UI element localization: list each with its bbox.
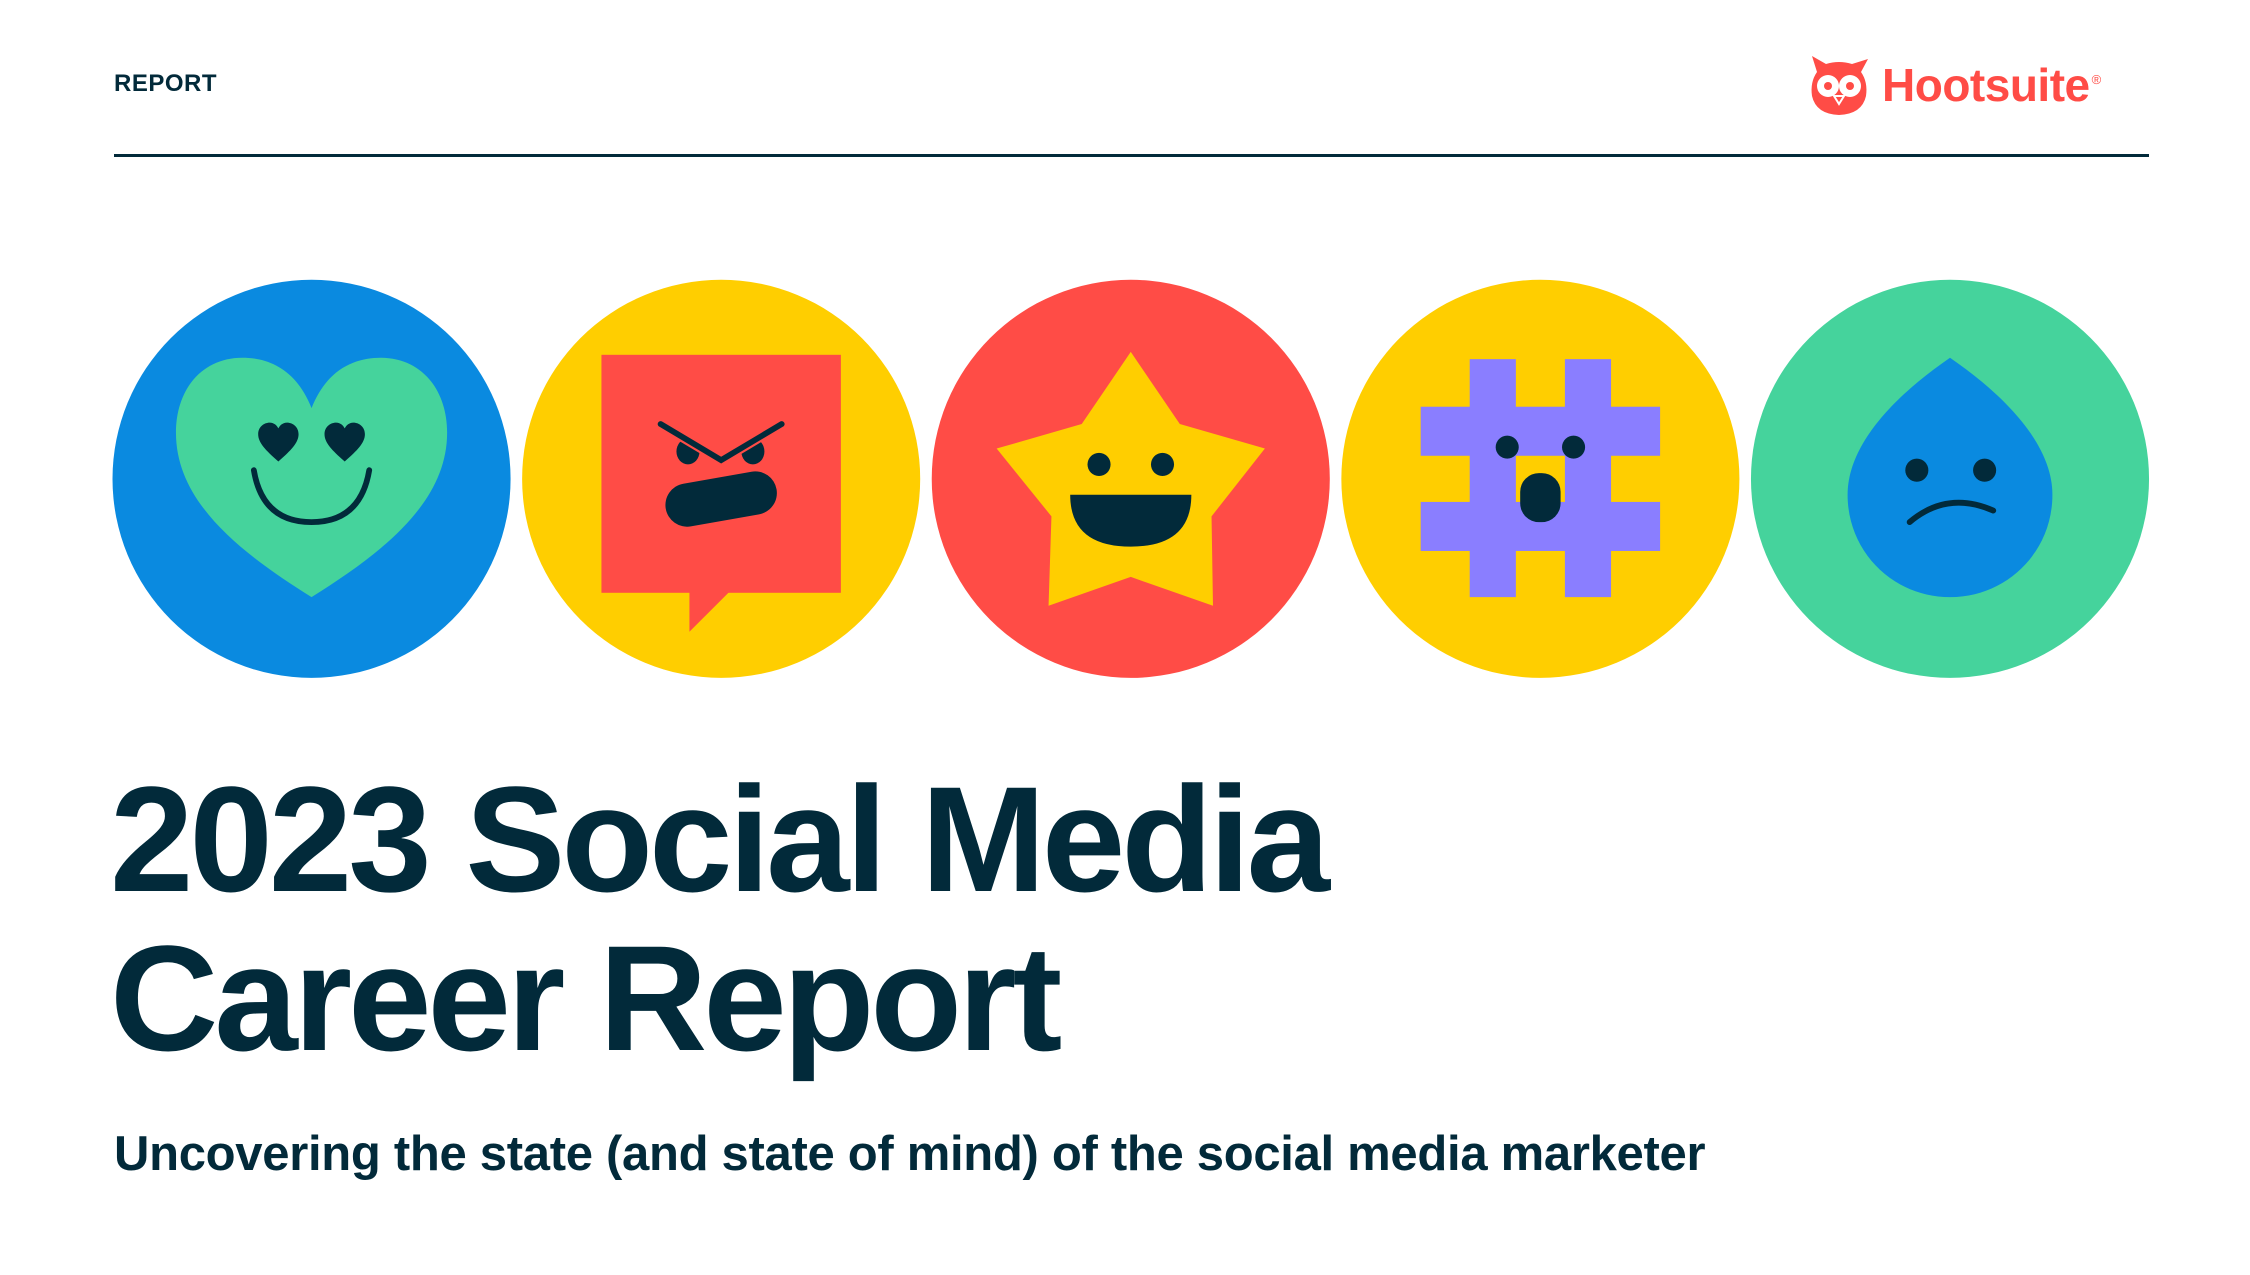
brand-name: Hootsuite (1882, 59, 2090, 111)
title-line-1: 2023 Social Media (110, 755, 1330, 923)
subtitle: Uncovering the state (and state of mind)… (114, 1127, 1706, 1181)
report-label: REPORT (114, 70, 218, 97)
page-title: 2023 Social Media Career Report (110, 755, 1330, 1082)
registered-mark: ® (2091, 72, 2102, 87)
happy-star-icon (931, 279, 1330, 678)
owl-logo-icon (1811, 56, 1868, 115)
sad-droplet-icon (1750, 279, 2150, 678)
heart-eyes-face-icon (112, 279, 511, 678)
hootsuite-logo[interactable]: Hootsuite ® (1806, 50, 2101, 120)
title-line-2: Career Report (110, 914, 1062, 1082)
header-divider (114, 154, 2149, 157)
surprised-hashtag-icon (1341, 279, 1740, 678)
angry-speech-bubble-icon (522, 279, 921, 678)
